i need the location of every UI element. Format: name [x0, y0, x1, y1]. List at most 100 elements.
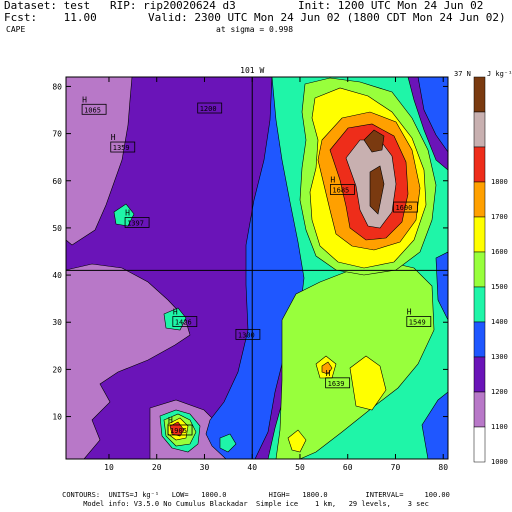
y-tick-label: 20	[52, 365, 62, 374]
x-tick-label: 70	[391, 463, 401, 472]
high-value: 1685	[332, 186, 349, 194]
high-value: 1065	[84, 106, 101, 114]
contour-info: CONTOURS: UNITS=J kg⁻¹ LOW= 1000.0 HIGH=…	[62, 491, 450, 499]
high-value: 1397	[127, 219, 144, 227]
colorbar-swatch	[473, 181, 486, 218]
forecast-line: Fcst: 11.00	[4, 11, 97, 24]
valid-line: Valid: 2300 UTC Mon 24 Jun 02 (1800 CDT …	[148, 11, 506, 24]
colorbar-swatch	[473, 216, 486, 253]
contour-label-value: 1300	[238, 331, 255, 339]
high-marker: H 1685	[329, 175, 355, 195]
cape-region	[363, 129, 385, 153]
colorbar-label: 1800	[491, 178, 508, 186]
x-tick-label: 50	[295, 463, 305, 472]
high-symbol: H	[173, 308, 178, 317]
y-tick-label: 50	[52, 224, 62, 233]
y-tick-label: 10	[52, 413, 62, 422]
high-symbol: H	[111, 133, 116, 142]
high-box	[172, 316, 198, 327]
cape-region	[421, 391, 448, 459]
cape-region	[321, 361, 333, 375]
colorbar-swatch	[473, 251, 486, 288]
x-tick-label: 30	[200, 463, 210, 472]
y-tick-label: 60	[52, 177, 62, 186]
high-box	[110, 141, 136, 153]
x-tick-label: 80	[438, 463, 448, 472]
cape-region	[66, 263, 191, 459]
colorbar-swatch	[473, 356, 486, 393]
high-marker: H 1639	[325, 369, 351, 389]
x-tick-label: 20	[152, 463, 162, 472]
high-symbol: H	[125, 208, 130, 217]
colorbar-swatch	[473, 426, 486, 463]
cape-region	[163, 307, 187, 331]
contour-label-value: 1200	[200, 105, 217, 113]
cape-region	[369, 165, 385, 215]
y-tick-label: 40	[52, 271, 62, 280]
colorbar-label: 1000	[491, 458, 508, 466]
contour-label-value: 1600	[395, 204, 412, 212]
cape-region	[287, 429, 307, 453]
colorbar-swatch	[473, 286, 486, 323]
high-symbol: H	[326, 369, 331, 378]
cape-region	[66, 77, 133, 246]
high-value: 1359	[113, 144, 130, 152]
contour-label-box	[235, 328, 261, 340]
colorbar-label: 1700	[491, 213, 508, 221]
high-box	[124, 217, 150, 228]
y-tick-label: 30	[52, 318, 62, 327]
colorbar-label: 1500	[491, 283, 508, 291]
high-marker: H 1065	[81, 95, 107, 115]
high-value: 1549	[409, 319, 426, 327]
colorbar-swatch	[473, 76, 486, 113]
x-tick-label: 40	[247, 463, 257, 472]
contour-label-box	[393, 201, 418, 213]
contour-label: 1200	[197, 102, 223, 114]
cape-region	[169, 421, 185, 437]
colorbar-label: 1600	[491, 248, 508, 256]
y-tick-label: 80	[52, 82, 62, 91]
high-marker: H 1397	[124, 208, 150, 228]
plot-frame	[65, 76, 449, 460]
high-marker: H 1359	[110, 133, 136, 153]
y-tick-label: 70	[52, 130, 62, 139]
colorbar-label: 1300	[491, 353, 508, 361]
model-info: Model info: V3.5.0 No Cumulus Blackadar …	[83, 500, 429, 508]
high-marker: H 1905	[167, 416, 193, 436]
cape-region	[435, 251, 448, 321]
meridian-label: 101 W	[240, 66, 264, 75]
cape-region	[219, 433, 237, 453]
high-marker: H 1549	[406, 308, 432, 327]
colorbar-label: 1100	[491, 423, 508, 431]
colorbar-swatch	[473, 391, 486, 428]
high-symbol: H	[330, 175, 335, 184]
contour-label-box	[197, 102, 223, 114]
high-symbol: H	[407, 308, 412, 317]
init-line: Init: 1200 UTC Mon 24 Jun 02	[298, 0, 484, 12]
high-box	[325, 377, 351, 389]
colorbar-swatch	[473, 111, 486, 148]
dataset-line: Dataset: test RIP: rip20020624 d3	[4, 0, 236, 12]
cape-region	[417, 77, 448, 153]
high-box	[167, 424, 193, 436]
sigma-line: at sigma = 0.998	[216, 25, 294, 34]
high-value: 1905	[170, 427, 187, 435]
colorbar-label: 1200	[491, 388, 508, 396]
contour-label: 1300	[235, 328, 261, 340]
high-box	[81, 103, 107, 115]
high-marker: H 1426	[172, 308, 198, 327]
high-symbol: H	[82, 95, 87, 104]
cape-region	[113, 203, 135, 227]
colorbar-swatch	[473, 146, 486, 183]
cape-region	[349, 355, 387, 411]
colorbar-unit: J kg⁻¹	[487, 70, 512, 78]
high-value: 1639	[328, 380, 345, 388]
high-symbol: H	[168, 416, 173, 425]
parallel-label: 37 N	[454, 70, 471, 78]
contour-label: 1600	[393, 201, 418, 213]
x-tick-label: 60	[343, 463, 353, 472]
high-box	[329, 184, 355, 195]
high-box	[406, 316, 432, 327]
colorbar-swatch	[473, 321, 486, 358]
